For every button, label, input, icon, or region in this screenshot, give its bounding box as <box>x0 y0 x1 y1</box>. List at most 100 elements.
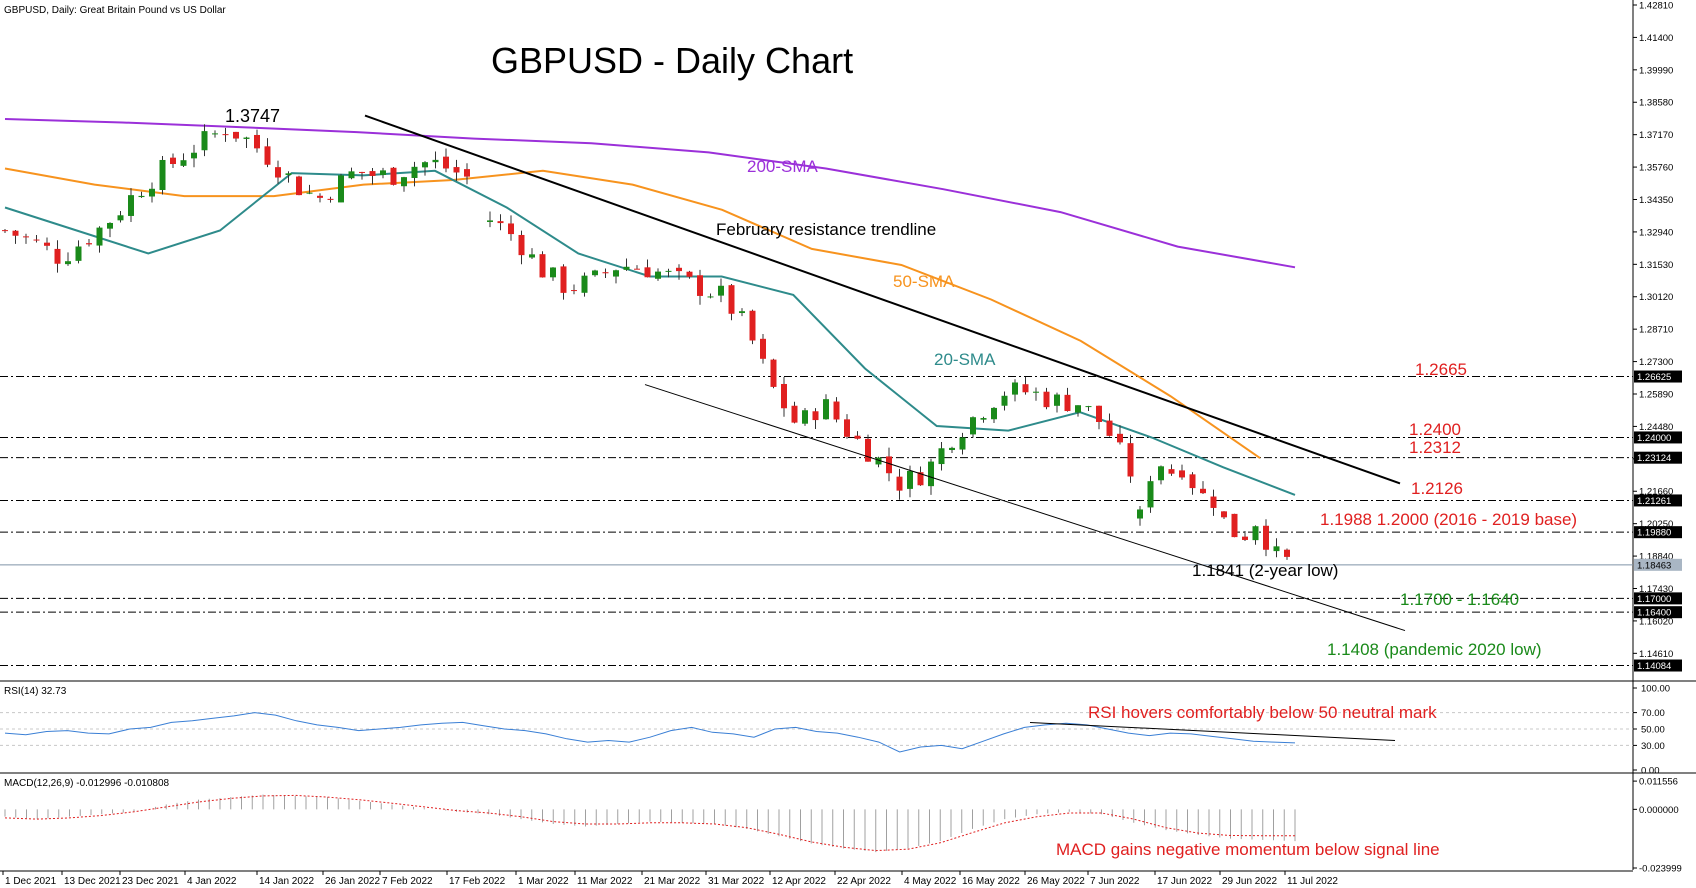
x-tick-label: 17 Jun 2022 <box>1157 876 1212 887</box>
annotation-1-2665: 1.2665 <box>1415 360 1467 379</box>
candle-bullish <box>1147 481 1154 508</box>
y-tick-label: 1.32940 <box>1639 227 1673 238</box>
candle-bullish <box>138 195 145 198</box>
candle-bullish <box>401 177 407 187</box>
candle-bullish <box>938 448 945 465</box>
annotation-high-1-3747: 1.3747 <box>225 106 280 126</box>
candle-bearish <box>233 131 239 139</box>
candle-bearish <box>1242 536 1248 540</box>
candle-bearish <box>1168 469 1175 474</box>
candle-bullish <box>380 170 386 175</box>
price-axis-ticks: 1.42810 1.41400 1.39990 1.38580 1.37170 1.357… <box>1633 1 1673 660</box>
candle-bullish <box>949 447 955 451</box>
candle-bearish <box>770 359 777 387</box>
x-tick-label: 4 Jan 2022 <box>187 876 237 887</box>
candle-bearish <box>560 266 567 293</box>
candle-bullish <box>959 437 966 450</box>
annotation-2-year-low: 1.1841 (2-year low) <box>1192 561 1338 580</box>
candle-bullish <box>159 159 166 190</box>
candle-bearish <box>1064 394 1071 412</box>
candle-bearish <box>539 254 546 278</box>
candle-bearish <box>254 134 260 149</box>
candle-bearish <box>23 236 29 238</box>
y-tick-label: 1.42810 <box>1639 1 1673 12</box>
candle-bearish <box>644 267 651 278</box>
candle-bearish <box>1043 391 1050 408</box>
candle-bearish <box>602 272 609 274</box>
y-tick-label: 1.31530 <box>1639 260 1673 271</box>
candle-bearish <box>686 271 693 277</box>
candle-bullish <box>928 461 934 487</box>
candle-bullish <box>592 270 598 276</box>
level-tag-box <box>1634 526 1682 539</box>
support-channel-line <box>644 384 1406 632</box>
candle-bearish <box>697 275 703 296</box>
candle-bullish <box>980 418 987 420</box>
candle-bearish <box>571 290 577 292</box>
candle-bullish <box>718 285 724 296</box>
x-tick-label: 21 Mar 2022 <box>644 876 701 887</box>
y-tick-label: 1.20250 <box>1639 519 1673 530</box>
y-tick-label: 1.24480 <box>1639 422 1673 433</box>
candle-bearish <box>296 176 302 196</box>
x-tick-label: 16 May 2022 <box>962 876 1020 887</box>
x-tick-label: 22 Apr 2022 <box>837 876 891 887</box>
candle-bearish <box>1200 488 1206 494</box>
candle-bullish <box>970 417 976 435</box>
y-tick-label: 1.35760 <box>1639 163 1673 174</box>
candle-bullish <box>1085 406 1092 408</box>
candle-bearish <box>518 234 525 256</box>
y-tick-label: 1.16020 <box>1639 616 1673 627</box>
annotation-1-1700-1-1640: 1.1700 - 1.1640 <box>1400 590 1519 609</box>
y-tick-label: 1.14610 <box>1639 649 1673 660</box>
trendlines <box>364 114 1406 632</box>
candle-bearish <box>275 167 281 178</box>
y-tick-label: 1.27300 <box>1639 357 1673 368</box>
chart-info-label: GBPUSD, Daily: Great Britain Pound vs US… <box>4 5 226 16</box>
level-tag-box <box>1634 659 1682 672</box>
candle-bearish <box>54 248 61 264</box>
candle-bearish <box>12 230 19 236</box>
current-price-label: 1.18463 <box>1637 560 1671 571</box>
macd-signal-line <box>4 794 1295 852</box>
candle-bearish <box>497 221 504 224</box>
candle-bearish <box>749 310 756 341</box>
y-tick-label: 1.25890 <box>1639 389 1673 400</box>
candle-bullish <box>212 133 218 135</box>
candle-bearish <box>896 476 903 491</box>
x-tick-label: 11 Mar 2022 <box>577 876 633 887</box>
rsi-tick-label: 50.00 <box>1641 725 1665 736</box>
candle-bullish <box>1054 394 1060 406</box>
candle-bearish <box>1263 525 1269 550</box>
candle-bullish <box>907 470 913 489</box>
candle-bearish <box>464 169 470 177</box>
annotation-1-2312: 1.2312 <box>1409 438 1461 457</box>
x-tick-label: 17 Feb 2022 <box>449 876 506 887</box>
level-tag-box <box>1634 592 1682 605</box>
candle-bearish <box>676 267 682 272</box>
candle-bearish <box>264 146 271 165</box>
candle-bearish <box>781 383 787 409</box>
candle-bearish <box>812 411 819 421</box>
x-tick-label: 1 Dec 2021 <box>5 876 57 887</box>
rsi-tick-label: 0.00 <box>1641 766 1660 777</box>
rsi-tick-label: 100.00 <box>1641 684 1670 695</box>
candle-bullish <box>338 175 344 203</box>
candlesticks <box>2 124 1290 560</box>
candle-bearish <box>1127 443 1134 477</box>
support-resistance-levels <box>0 376 1633 667</box>
candle-bullish <box>1033 391 1039 393</box>
y-tick-label: 1.21660 <box>1639 487 1673 498</box>
candle-bearish <box>44 242 50 246</box>
x-tick-label: 4 May 2022 <box>904 876 957 887</box>
candle-bullish <box>1137 509 1143 519</box>
candle-bullish <box>665 270 672 272</box>
candle-bullish <box>422 162 428 168</box>
candle-bearish <box>33 239 40 241</box>
candle-bearish <box>886 456 892 474</box>
candle-bearish <box>791 405 798 423</box>
level-tag-box <box>1634 431 1682 444</box>
candle-bullish <box>623 266 630 270</box>
candle-bullish <box>285 173 292 175</box>
